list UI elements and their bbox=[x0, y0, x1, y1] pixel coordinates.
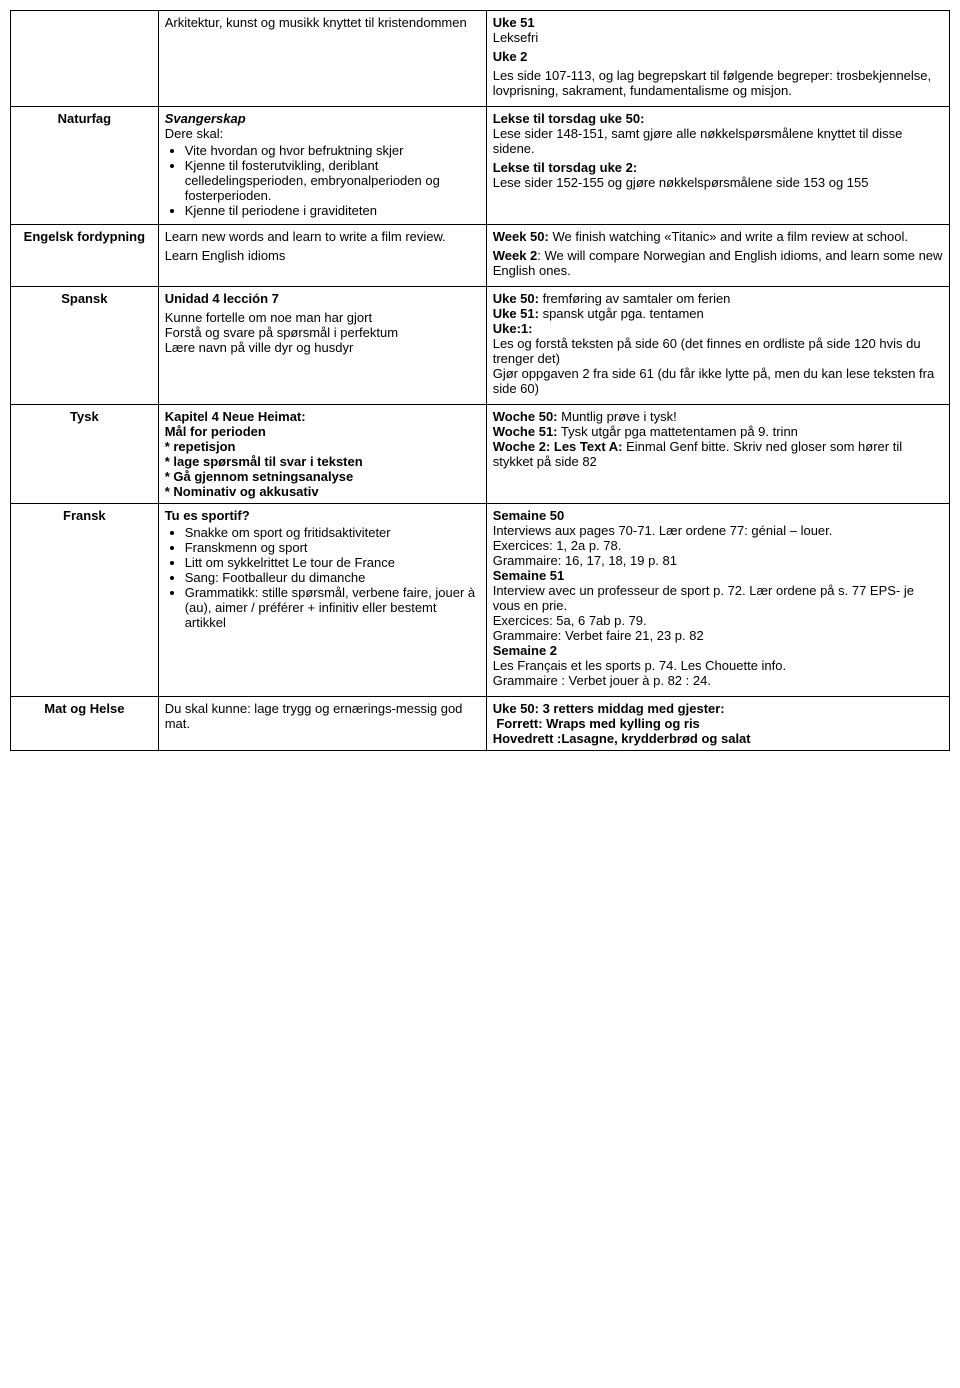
table-row: Engelsk fordypningLearn new words and le… bbox=[11, 225, 950, 287]
goals-cell: Tu es sportif?Snakke om sport og fritids… bbox=[158, 504, 486, 697]
goals-cell: Du skal kunne: lage trygg og ernærings-m… bbox=[158, 697, 486, 751]
subject-cell: Tysk bbox=[11, 405, 159, 504]
homework-cell: Uke 50: fremføring av samtaler om ferien… bbox=[486, 287, 949, 405]
subject-cell: Engelsk fordypning bbox=[11, 225, 159, 287]
homework-cell: Semaine 50Interviews aux pages 70-71. Læ… bbox=[486, 504, 949, 697]
goals-cell: Arkitektur, kunst og musikk knyttet til … bbox=[158, 11, 486, 107]
subject-cell: Naturfag bbox=[11, 107, 159, 225]
homework-cell: Lekse til torsdag uke 50:Lese sider 148-… bbox=[486, 107, 949, 225]
plan-table: Arkitektur, kunst og musikk knyttet til … bbox=[10, 10, 950, 751]
table-row: SpanskUnidad 4 lección 7Kunne fortelle o… bbox=[11, 287, 950, 405]
subject-cell bbox=[11, 11, 159, 107]
goals-cell: Learn new words and learn to write a fil… bbox=[158, 225, 486, 287]
homework-cell: Uke 50: 3 retters middag med gjester: Fo… bbox=[486, 697, 949, 751]
table-row: Arkitektur, kunst og musikk knyttet til … bbox=[11, 11, 950, 107]
homework-cell: Uke 51LeksefriUke 2Les side 107-113, og … bbox=[486, 11, 949, 107]
table-row: NaturfagSvangerskapDere skal:Vite hvorda… bbox=[11, 107, 950, 225]
subject-cell: Fransk bbox=[11, 504, 159, 697]
homework-cell: Woche 50: Muntlig prøve i tysk!Woche 51:… bbox=[486, 405, 949, 504]
goals-cell: Kapitel 4 Neue Heimat:Mål for perioden* … bbox=[158, 405, 486, 504]
goals-cell: Unidad 4 lección 7Kunne fortelle om noe … bbox=[158, 287, 486, 405]
goals-cell: SvangerskapDere skal:Vite hvordan og hvo… bbox=[158, 107, 486, 225]
homework-cell: Week 50: We finish watching «Titanic» an… bbox=[486, 225, 949, 287]
subject-cell: Mat og Helse bbox=[11, 697, 159, 751]
table-row: Mat og HelseDu skal kunne: lage trygg og… bbox=[11, 697, 950, 751]
table-row: FranskTu es sportif?Snakke om sport og f… bbox=[11, 504, 950, 697]
table-row: TyskKapitel 4 Neue Heimat:Mål for period… bbox=[11, 405, 950, 504]
subject-cell: Spansk bbox=[11, 287, 159, 405]
